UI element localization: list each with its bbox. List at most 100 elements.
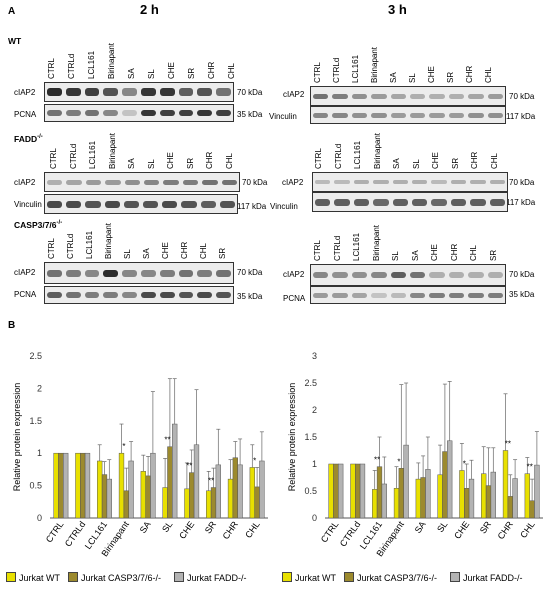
blot-band [468,112,484,118]
wt-2h-lane-chl: CHL [227,62,236,79]
blot-band [450,198,467,206]
casp-2h-70kda: 70 kDa [237,268,263,277]
chart-2h-significance-star: ** [164,436,170,445]
chart-3h-bar [468,478,475,519]
blot-band [373,180,389,184]
fadd-2h-lane-birinapant: Birinapant [107,132,117,169]
wt-2h-lane-ctrl: CTRL [47,58,56,79]
chart-2h-bar [101,474,108,519]
fadd-2h-lane-chl: CHL [224,152,234,169]
casp-3h-35kda: 35 kDa [509,290,535,299]
blot-band [178,292,194,298]
blot-casp-3h-ciap2 [310,264,506,286]
fadd-2h-lane-chr: CHR [205,151,214,169]
chart-3h-significance-star: ** [527,463,533,472]
legend-swatch [6,572,16,582]
genotype-casp-label: CASP3/7/6-/- [14,220,62,230]
blot-band [332,292,348,298]
chart-2h-significance-star: ** [186,462,192,471]
blot-band [216,269,231,277]
chart-2h-bar [150,452,156,519]
casp-3h-lane-ctrld: CTRLd [332,235,342,261]
blot-band [124,179,140,185]
blot-band [85,179,102,185]
fadd-2h-lane-lcl161: LCL161 [88,140,97,169]
legend-item: Jurkat CASP3/7/6-/- [68,572,161,583]
blot-band [123,200,139,208]
wt-3h-lane-che: CHE [427,66,436,83]
chart-2h-bar [254,486,260,519]
chart-3h-xtick: CHR [496,519,516,541]
fadd-3h-lane-che: CHE [431,152,440,169]
blot-band [468,292,484,298]
blot-wt-3h-vinculin [310,106,506,124]
fadd-3h-lane-sa: SA [392,158,401,169]
blot-band [162,200,178,208]
blot-band [178,269,194,277]
blot-band [468,93,484,99]
blot-band [216,292,231,298]
blot-band [84,110,100,116]
blot-band [487,292,503,298]
fadd-3h-lane-birinapant: Birinapant [372,132,382,169]
blot-band [66,179,82,185]
legend-swatch [450,572,460,582]
chart-2h-xtick: CHL [243,519,262,539]
wt-3h-lane-chr: CHR [465,65,474,83]
blot-band [313,112,329,118]
casp-3h-lane-chr: CHR [449,243,459,261]
legend-label: Jurkat CASP3/7/6-/- [81,573,162,583]
blot-band [178,88,194,96]
blot-band [141,292,156,298]
blot-band [47,179,63,185]
chart-3h: 0 0.5 1 1.5 2 2.5 3 Relative protein expression… [287,351,543,558]
chart-3h-ytick: 3 [312,351,317,361]
blot-band [65,292,81,298]
wt-2h-lane-ctrld: CTRLd [67,53,76,79]
chart-2h-bar [259,460,265,519]
chart-3h-ytick: 2 [312,405,317,415]
blot-band [392,198,408,206]
blot-fadd-3h-ciap2 [312,172,508,192]
wt-3h-lane-birinapant: Birinapant [370,46,379,83]
legend-label: Jurkat WT [295,573,337,583]
blot-band [216,88,231,96]
wt-3h-lane-sl: SL [408,73,417,83]
wt-3h-ciap2-label: cIAP2 [283,90,305,99]
chart-2h-bar [145,475,151,519]
blot-band [390,112,406,118]
legend-label: Jurkat CASP3/7/6-/- [357,573,438,583]
chart-2h-bar [128,460,134,519]
wt-2h-lane-sr: SR [187,67,196,79]
blot-band [197,88,213,96]
chart-2h-bar [106,478,112,519]
chart-3h-bar [415,478,421,519]
legend-label: Jurkat WT [19,573,61,583]
blot-band [487,272,503,278]
chart-3h-ytick: 2.5 [304,378,317,388]
genotype-wt-label: WT [8,36,22,46]
casp-3h-lane-lcl161: LCL161 [352,232,361,261]
chart-2h-bar [232,457,238,519]
wt-3h-lane-chl: CHL [484,66,493,83]
legend-label: Jurkat FADD-/- [463,573,523,583]
chart-2h-xtick: CTRL [44,519,66,544]
chart-3h-bar [398,468,404,519]
blot-band [104,200,120,208]
fadd-2h-lane-ctrld: CTRLd [68,143,78,169]
fadd-2h-lane-sl: SL [146,159,156,169]
chart-3h-bar [333,463,339,519]
chart-3h-significance-star: ** [374,456,380,465]
blot-band [390,292,406,298]
blot-band [216,110,231,116]
blot-band [159,88,175,96]
legend-item: Jurkat CASP3/7/6-/- [344,572,437,583]
chart-3h-bar [350,463,356,519]
chart-3h-bar [338,463,344,519]
blot-band [351,112,368,118]
blot-band [332,272,348,278]
wt-2h-lane-sl: SL [147,69,156,79]
chart-2h-bar [84,452,91,519]
legend-item: Jurkat FADD-/- [174,572,247,583]
chart-3h-ytick: 1.5 [304,432,317,442]
